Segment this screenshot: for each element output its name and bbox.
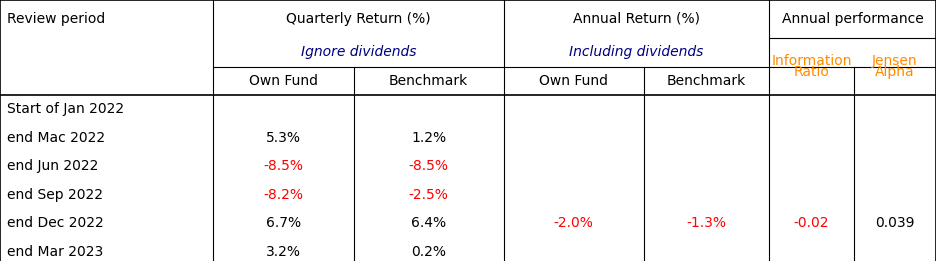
Text: Jensen: Jensen <box>872 54 917 68</box>
Text: Annual performance: Annual performance <box>782 12 924 26</box>
Text: end Mac 2022: end Mac 2022 <box>7 131 106 145</box>
Text: Review period: Review period <box>7 12 106 26</box>
Text: end Jun 2022: end Jun 2022 <box>7 159 99 173</box>
Text: Own Fund: Own Fund <box>539 74 608 88</box>
Text: Own Fund: Own Fund <box>249 74 318 88</box>
Text: -2.5%: -2.5% <box>409 188 448 202</box>
Text: 5.3%: 5.3% <box>266 131 301 145</box>
Text: Including dividends: Including dividends <box>569 45 704 59</box>
Text: Ratio: Ratio <box>794 65 829 79</box>
Text: 1.2%: 1.2% <box>411 131 446 145</box>
Text: Information: Information <box>771 54 852 68</box>
Text: Quarterly Return (%): Quarterly Return (%) <box>286 12 431 26</box>
Text: end Mar 2023: end Mar 2023 <box>7 245 104 259</box>
Text: -8.2%: -8.2% <box>264 188 303 202</box>
Text: -1.3%: -1.3% <box>687 216 726 230</box>
Text: end Sep 2022: end Sep 2022 <box>7 188 104 202</box>
Text: 0.2%: 0.2% <box>411 245 446 259</box>
Text: Benchmark: Benchmark <box>667 74 746 88</box>
Text: 0.039: 0.039 <box>875 216 914 230</box>
Text: 3.2%: 3.2% <box>266 245 301 259</box>
Text: Annual Return (%): Annual Return (%) <box>573 12 700 26</box>
Text: Alpha: Alpha <box>875 65 914 79</box>
Text: Benchmark: Benchmark <box>389 74 468 88</box>
Text: -0.02: -0.02 <box>794 216 829 230</box>
Text: end Dec 2022: end Dec 2022 <box>7 216 104 230</box>
Text: Start of Jan 2022: Start of Jan 2022 <box>7 103 124 116</box>
Text: 6.4%: 6.4% <box>411 216 446 230</box>
Text: Ignore dividends: Ignore dividends <box>300 45 417 59</box>
Text: -8.5%: -8.5% <box>264 159 303 173</box>
Text: -8.5%: -8.5% <box>409 159 448 173</box>
Text: 6.7%: 6.7% <box>266 216 301 230</box>
Text: -2.0%: -2.0% <box>554 216 593 230</box>
